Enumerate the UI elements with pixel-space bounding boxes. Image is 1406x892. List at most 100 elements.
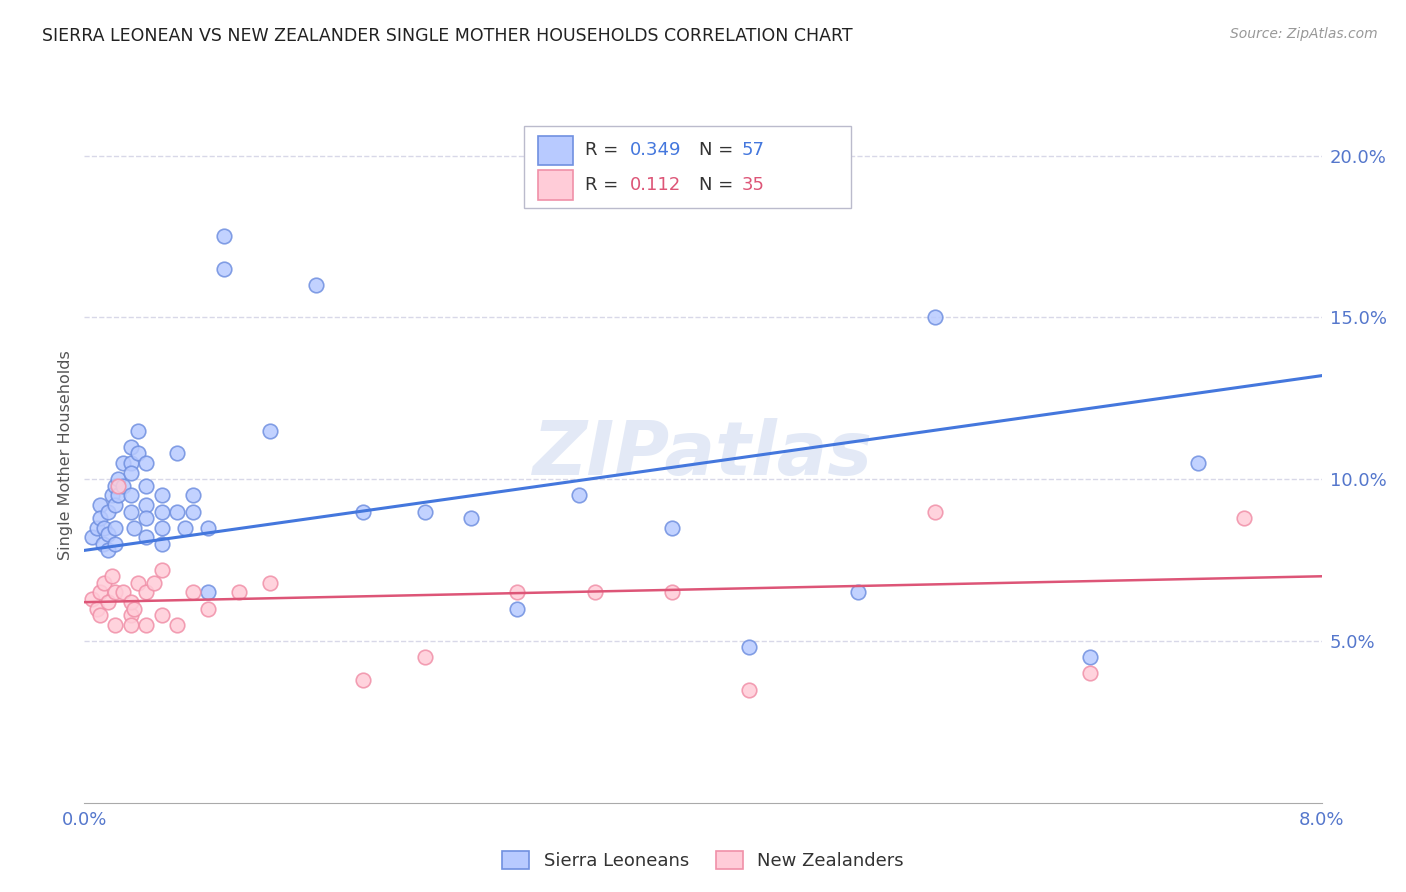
Point (413, 650, 436, 665)
Point (135, 498, 157, 512)
Point (166, 504, 188, 518)
Point (166, 446, 188, 460)
Point (96, 504, 118, 518)
Point (846, 585, 869, 599)
Point (104, 521, 127, 535)
Point (305, 278, 328, 293)
Point (174, 521, 197, 535)
Point (150, 488, 173, 502)
Text: N =: N = (699, 141, 740, 159)
Point (112, 478, 135, 492)
Point (413, 504, 436, 518)
Text: 0.112: 0.112 (630, 176, 682, 194)
Point (104, 537, 127, 551)
Point (122, 521, 145, 535)
Point (228, 585, 250, 599)
Point (101, 569, 124, 583)
Point (120, 466, 142, 480)
Point (89, 511, 111, 525)
Point (738, 640, 761, 655)
Point (120, 488, 142, 502)
Text: ZIPatlas: ZIPatlas (533, 418, 873, 491)
Point (568, 488, 591, 502)
Point (197, 601, 219, 615)
Point (181, 504, 204, 518)
Point (82, 591, 104, 606)
Point (506, 601, 529, 615)
Point (150, 521, 173, 535)
Point (135, 617, 157, 632)
Point (352, 673, 374, 687)
Point (120, 595, 142, 609)
Point (93, 521, 115, 535)
Point (93, 575, 115, 590)
Text: SIERRA LEONEAN VS NEW ZEALANDER SINGLE MOTHER HOUSEHOLDS CORRELATION CHART: SIERRA LEONEAN VS NEW ZEALANDER SINGLE M… (42, 27, 853, 45)
Point (181, 585, 204, 599)
Point (86, 601, 108, 615)
Point (91, 537, 114, 551)
Point (120, 440, 142, 454)
Point (96, 595, 118, 609)
Point (166, 617, 188, 632)
FancyBboxPatch shape (523, 126, 852, 208)
Text: R =: R = (585, 176, 630, 194)
Point (104, 498, 127, 512)
Point (127, 446, 149, 460)
FancyBboxPatch shape (538, 136, 574, 165)
Point (127, 424, 149, 438)
Point (150, 504, 173, 518)
Point (583, 585, 606, 599)
Point (212, 229, 235, 244)
Point (150, 608, 173, 623)
Point (1078, 666, 1101, 681)
Point (259, 424, 281, 438)
Point (107, 472, 129, 486)
Text: N =: N = (699, 176, 740, 194)
Point (89, 585, 111, 599)
Point (122, 601, 145, 615)
Point (135, 511, 157, 525)
Point (107, 488, 129, 502)
Point (1187, 456, 1209, 470)
Y-axis label: Single Mother Households: Single Mother Households (58, 350, 73, 560)
Point (143, 575, 166, 590)
Point (89, 608, 111, 623)
Point (924, 310, 946, 325)
Point (197, 521, 219, 535)
Point (89, 498, 111, 512)
Point (506, 585, 529, 599)
Point (135, 456, 157, 470)
Point (460, 511, 482, 525)
Text: 35: 35 (741, 176, 765, 194)
Legend: Sierra Leoneans, New Zealanders: Sierra Leoneans, New Zealanders (495, 844, 911, 877)
Point (135, 531, 157, 545)
Point (104, 478, 127, 492)
Point (1233, 511, 1256, 525)
Point (1078, 650, 1101, 665)
Point (135, 585, 157, 599)
Point (86, 521, 108, 535)
Point (112, 456, 135, 470)
Point (107, 478, 129, 492)
Point (150, 563, 173, 577)
Point (259, 575, 281, 590)
Point (197, 585, 219, 599)
Point (181, 488, 204, 502)
Point (120, 608, 142, 623)
Point (96, 527, 118, 541)
FancyBboxPatch shape (538, 170, 574, 200)
Text: 57: 57 (741, 141, 765, 159)
Point (104, 585, 127, 599)
Point (82, 531, 104, 545)
Point (120, 504, 142, 518)
Point (104, 617, 127, 632)
Point (352, 504, 374, 518)
Point (96, 543, 118, 558)
Point (135, 478, 157, 492)
Point (112, 585, 135, 599)
Point (212, 261, 235, 276)
Point (101, 488, 124, 502)
Point (150, 537, 173, 551)
Point (120, 617, 142, 632)
Text: 0.349: 0.349 (630, 141, 682, 159)
